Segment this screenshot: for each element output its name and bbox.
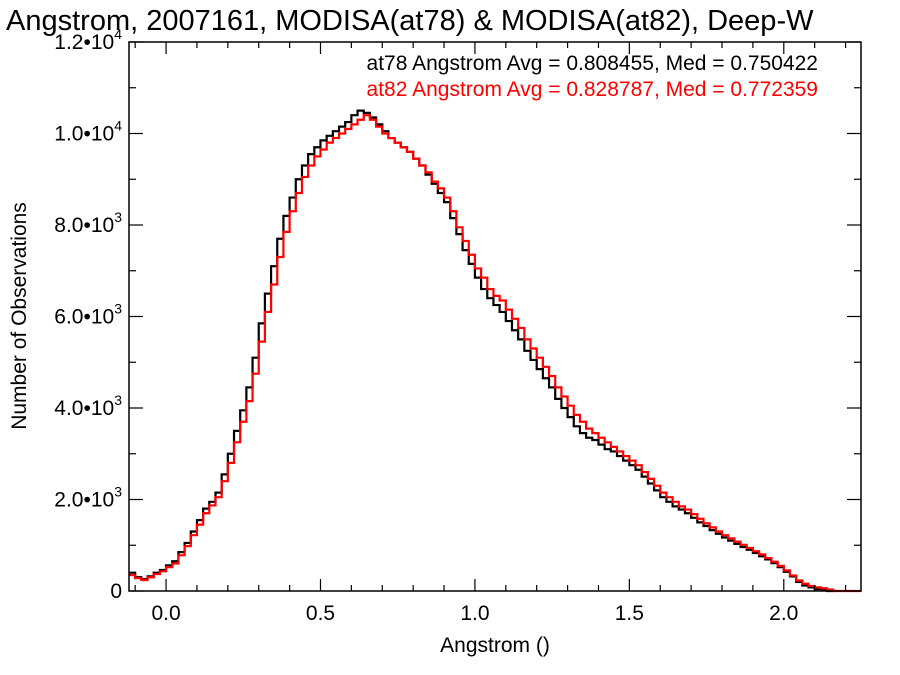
y-axis: 0 2.0•103 4.0•103 6.0•103 8.0•103 1.0•104 1.2•…	[54, 26, 861, 603]
y-tick-label: 1.2•104	[54, 26, 122, 54]
series-at82-histogram	[129, 114, 861, 593]
y-tick-label: 2.0•103	[54, 484, 122, 512]
x-tick-label: 0.5	[306, 602, 335, 625]
y-tick-label: 8.0•103	[54, 209, 122, 237]
y-tick-label: 0	[110, 580, 122, 603]
legend-entry-at78: at78 Angstrom Avg = 0.808455, Med = 0.75…	[367, 52, 818, 75]
x-tick-label: 0.0	[151, 602, 180, 625]
plot-frame	[128, 41, 862, 592]
y-tick-label: 4.0•103	[54, 392, 122, 420]
series-at78-histogram	[129, 109, 834, 593]
series-layer	[129, 109, 861, 593]
x-axis-label: Angstrom ()	[440, 634, 550, 657]
y-tick-label: 1.0•104	[54, 118, 122, 146]
x-axis: 0.0 0.5 1.0 1.5 2.0	[134, 42, 847, 625]
y-axis-label: Number of Observations	[8, 202, 31, 430]
legend-entry-at82: at82 Angstrom Avg = 0.828787, Med = 0.77…	[367, 78, 818, 101]
x-tick-label: 2.0	[769, 602, 798, 625]
x-tick-label: 1.5	[615, 602, 644, 625]
y-tick-label: 6.0•103	[54, 301, 122, 329]
chart-title: Angstrom, 2007161, MODISA(at78) & MODISA…	[6, 5, 814, 37]
x-tick-label: 1.0	[460, 602, 489, 625]
